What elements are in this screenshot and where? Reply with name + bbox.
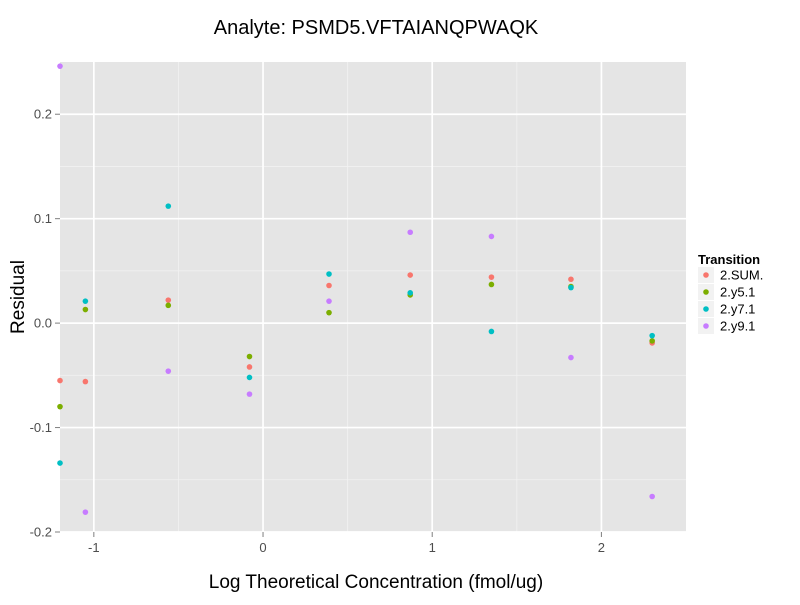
data-point-2-y7-1 — [488, 328, 495, 335]
legend-title: Transition — [698, 252, 760, 267]
x-axis-label: Log Theoretical Concentration (fmol/ug) — [209, 572, 543, 593]
data-points — [57, 63, 655, 515]
y-tick-label: -0.1 — [30, 420, 52, 435]
data-point-2-y7-1 — [165, 203, 172, 209]
y-axis: -0.2 -0.1 0.0 0.1 0.2 — [30, 107, 60, 540]
plot-panel — [60, 62, 686, 532]
legend-label-2-y9-1: 2.y9.1 — [720, 319, 755, 334]
legend-marker-2-y9-1 — [703, 323, 709, 329]
y-tick-label: 0.2 — [34, 107, 52, 122]
data-point-2-y5-1 — [82, 306, 89, 313]
minor-gridlines — [60, 62, 686, 532]
data-point-2-y9-1 — [649, 493, 655, 500]
data-point-2-sum — [57, 377, 63, 384]
x-tick-label: -1 — [88, 540, 100, 555]
legend-items: 2.SUM. 2.y5.1 2.y7.1 2.y9.1 — [698, 267, 763, 334]
data-point-2-y5-1 — [649, 338, 655, 344]
data-point-2-y7-1 — [568, 284, 574, 291]
data-point-2-sum — [82, 378, 89, 385]
data-point-2-y7-1 — [57, 460, 63, 466]
y-tick-label: -0.2 — [30, 525, 52, 540]
data-point-2-sum — [165, 297, 172, 303]
data-point-2-y7-1 — [407, 290, 414, 296]
data-point-2-y9-1 — [82, 509, 89, 515]
data-point-2-y9-1 — [57, 63, 63, 69]
data-point-2-y9-1 — [407, 229, 414, 236]
legend-marker-2-y7-1 — [703, 306, 709, 312]
legend-label-2-y5-1: 2.y5.1 — [720, 285, 755, 300]
data-point-2-y7-1 — [82, 298, 89, 304]
data-point-2-sum — [407, 272, 414, 278]
data-point-2-y5-1 — [57, 403, 63, 410]
data-point-2-y9-1 — [165, 368, 172, 374]
data-point-2-y9-1 — [246, 391, 253, 397]
major-gridlines — [60, 62, 686, 533]
legend: Transition 2.SUM. 2.y5.1 2.y7.1 2.y9.1 — [698, 252, 763, 334]
legend-marker-2-y5-1 — [703, 289, 709, 295]
data-point-2-y5-1 — [165, 302, 172, 309]
legend-marker-2-sum — [703, 272, 709, 278]
data-point-2-y7-1 — [246, 374, 253, 381]
data-point-2-y5-1 — [246, 353, 253, 360]
data-point-2-sum — [488, 274, 495, 280]
x-axis: -1 0 1 2 — [88, 532, 605, 555]
legend-label-2-sum: 2.SUM. — [720, 268, 763, 283]
y-tick-label: 0.0 — [34, 316, 52, 331]
x-tick-label: 0 — [259, 540, 266, 555]
data-point-2-y9-1 — [568, 354, 574, 361]
legend-label-2-y7-1: 2.y7.1 — [720, 302, 755, 317]
data-point-2-y9-1 — [326, 298, 332, 304]
x-tick-label: 1 — [429, 540, 436, 555]
data-point-2-sum — [246, 364, 253, 370]
chart-title: Analyte: PSMD5.VFTAIANQPWAQK — [214, 17, 539, 39]
data-point-2-sum — [326, 282, 332, 289]
y-tick-label: 0.1 — [34, 211, 52, 226]
data-point-2-y5-1 — [326, 309, 332, 316]
data-point-2-y5-1 — [488, 281, 495, 288]
data-point-2-y7-1 — [326, 271, 332, 277]
x-tick-label: 2 — [598, 540, 605, 555]
data-point-2-sum — [568, 276, 574, 283]
data-point-2-y7-1 — [649, 332, 655, 339]
y-axis-label: Residual — [8, 260, 29, 334]
data-point-2-y9-1 — [488, 233, 495, 240]
